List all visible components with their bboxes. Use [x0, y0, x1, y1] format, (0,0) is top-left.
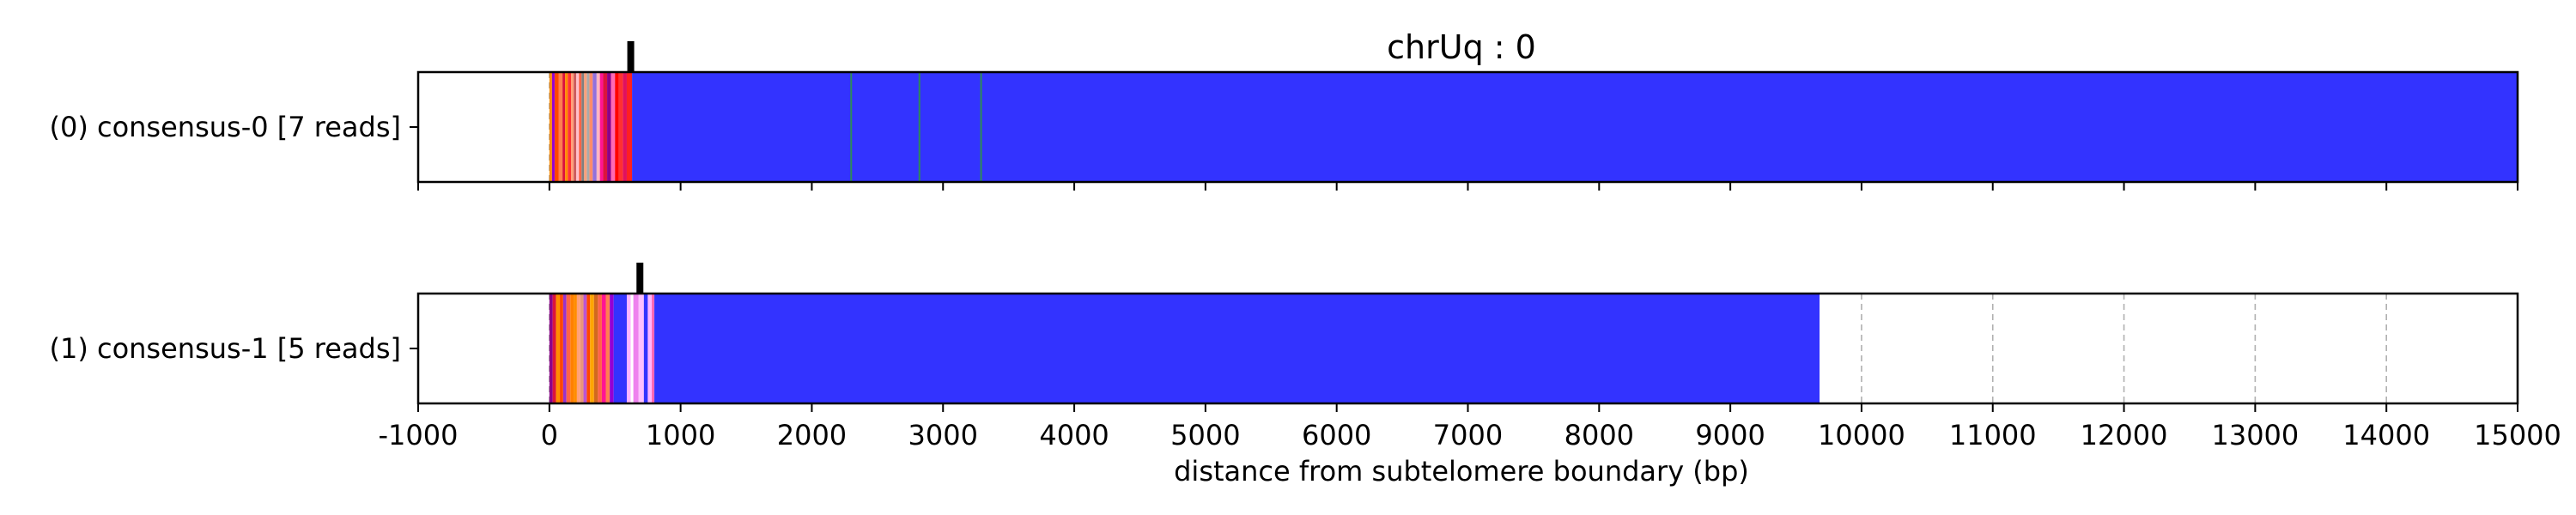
track-1: (1) consensus-1 [5 reads] — [49, 263, 2519, 412]
track-0: (0) consensus-0 [7 reads] — [49, 41, 2519, 191]
repeat-segment — [603, 72, 608, 182]
track-label-0: (0) consensus-0 [7 reads] — [49, 111, 401, 143]
repeat-segment — [554, 72, 559, 182]
x-ticks-1 — [410, 348, 2518, 412]
repeat-segment — [598, 294, 602, 403]
repeat-segment — [618, 72, 623, 182]
repeat-segment — [549, 294, 553, 403]
x-tick-label: 14000 — [2342, 419, 2430, 451]
repeat-segment — [638, 294, 644, 403]
repeat-segment — [576, 72, 580, 182]
repeat-segment — [568, 72, 572, 182]
repeat-segment — [613, 294, 627, 403]
repeat-segment — [654, 294, 1820, 403]
x-tick-label: 15000 — [2474, 419, 2561, 451]
repeat-segment — [583, 294, 587, 403]
repeat-segment — [579, 72, 582, 182]
repeat-segment — [562, 294, 567, 403]
repeat-segment — [558, 72, 563, 182]
x-axis-title: distance from subtelomere boundary (bp) — [1174, 455, 1749, 488]
x-tick-label: 8000 — [1564, 419, 1634, 451]
x-tick-label: 7000 — [1433, 419, 1503, 451]
x-tick-label: 10000 — [1818, 419, 1905, 451]
repeat-segment — [643, 294, 648, 403]
repeat-segment — [610, 294, 614, 403]
repeat-segment — [596, 72, 600, 182]
repeat-segment — [562, 72, 566, 182]
repeat-segment — [626, 294, 631, 403]
chart-title: chrUq : 0 — [1387, 28, 1536, 66]
repeat-segment — [611, 72, 616, 182]
repeat-segment — [615, 72, 619, 182]
x-tick-label: 6000 — [1302, 419, 1371, 451]
x-tick-label: 3000 — [908, 419, 978, 451]
repeat-segment — [632, 72, 2518, 182]
repeat-segment — [586, 294, 591, 403]
x-tick-labels: -1000 0 1000 2000 3000 4000 5000 6000 7000 8000 90… — [379, 419, 2561, 451]
repeat-segment — [590, 294, 594, 403]
repeat-segment — [552, 294, 556, 403]
repeat-segment — [623, 72, 627, 182]
repeat-segment — [566, 294, 571, 403]
repeat-segment — [560, 294, 563, 403]
repeat-segment — [584, 72, 587, 182]
segments-0 — [549, 72, 2518, 182]
stripes-0 — [850, 72, 982, 182]
x-tick-label: 1000 — [646, 419, 715, 451]
repeat-segment — [586, 72, 590, 182]
repeat-segment — [551, 72, 555, 182]
repeat-segment — [592, 72, 597, 182]
repeat-segment — [652, 294, 655, 403]
repeat-segment — [574, 294, 577, 403]
repeat-segment — [574, 72, 577, 182]
segments-1 — [549, 294, 1820, 403]
x-tick-label: 2000 — [777, 419, 847, 451]
x-tick-label: 12000 — [2081, 419, 2168, 451]
repeat-segment — [580, 294, 584, 403]
repeat-segment — [593, 294, 598, 403]
x-tick-label: 5000 — [1170, 419, 1240, 451]
repeat-segment — [571, 72, 574, 182]
repeat-segment — [549, 72, 552, 182]
repeat-segment — [626, 72, 633, 182]
repeat-segment — [605, 294, 611, 403]
repeat-segment — [630, 294, 634, 403]
x-tick-label: 13000 — [2211, 419, 2299, 451]
x-tick-label: -1000 — [379, 419, 459, 451]
repeat-segment — [570, 294, 574, 403]
repeat-segment — [581, 72, 585, 182]
repeat-segment — [647, 294, 653, 403]
repeat-segment — [633, 294, 639, 403]
repeat-segment — [576, 294, 580, 403]
x-tick-label: 4000 — [1039, 419, 1109, 451]
repeat-segment — [601, 294, 606, 403]
boundary-marker-0 — [627, 41, 635, 72]
repeat-segment — [599, 72, 604, 182]
track-label-1: (1) consensus-1 [5 reads] — [49, 332, 401, 365]
repeat-segment — [565, 72, 568, 182]
x-tick-label: 11000 — [1949, 419, 2037, 451]
x-ticks-0 — [410, 126, 2518, 191]
repeat-segment — [589, 72, 593, 182]
repeat-segment — [556, 294, 561, 403]
boundary-marker-1 — [636, 263, 644, 294]
x-tick-label: 9000 — [1695, 419, 1765, 451]
x-tick-label: 0 — [541, 419, 558, 451]
repeat-segment — [607, 72, 611, 182]
